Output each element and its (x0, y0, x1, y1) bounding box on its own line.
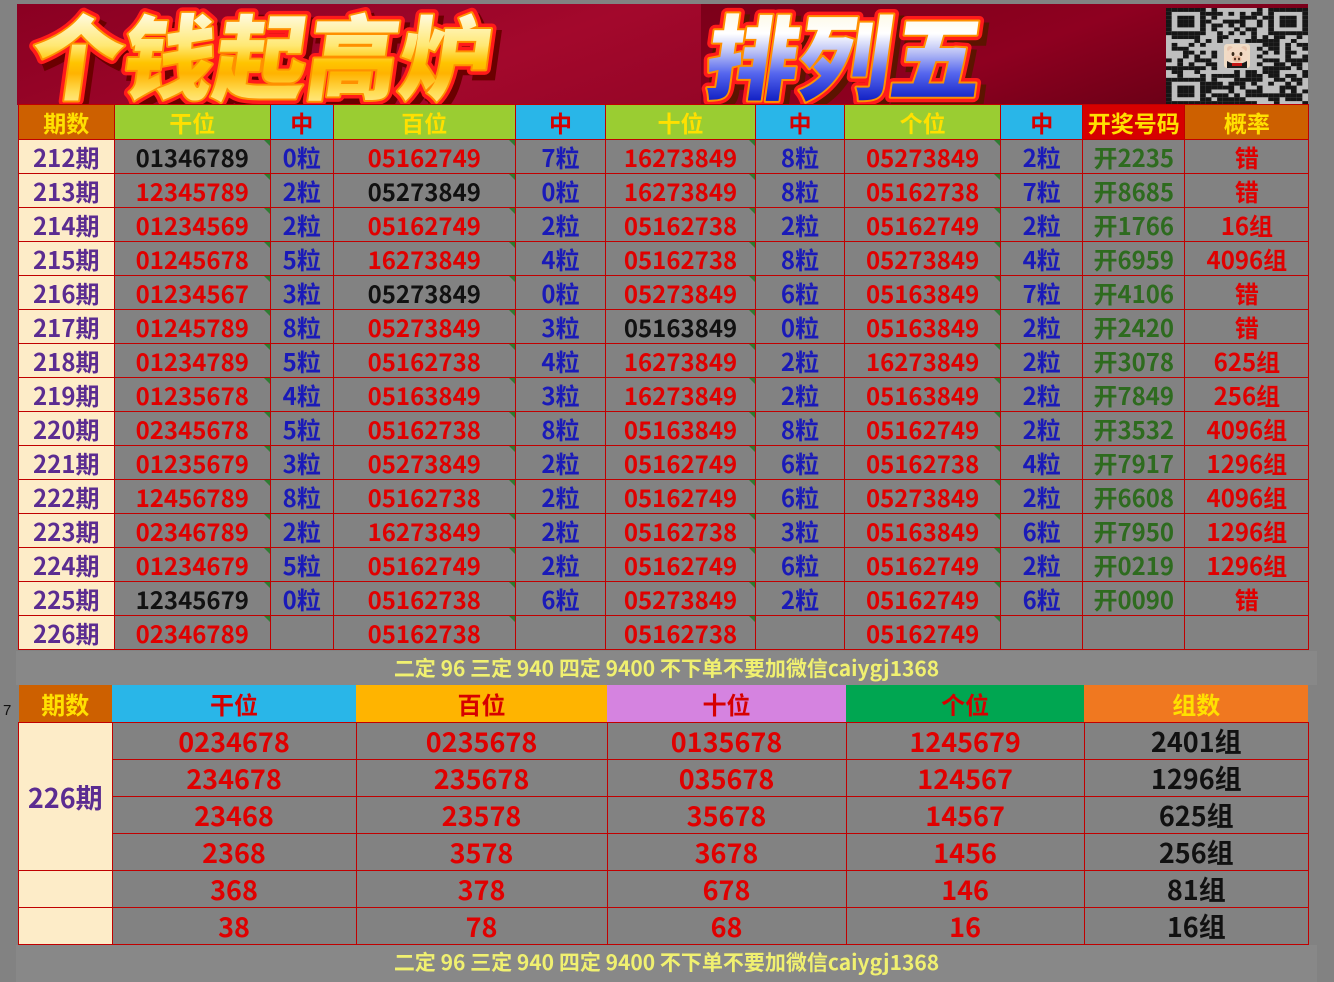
svg-text:个钱起高炉: 个钱起高炉 (23, 4, 502, 105)
svg-text:排列五: 排列五 (699, 4, 994, 105)
